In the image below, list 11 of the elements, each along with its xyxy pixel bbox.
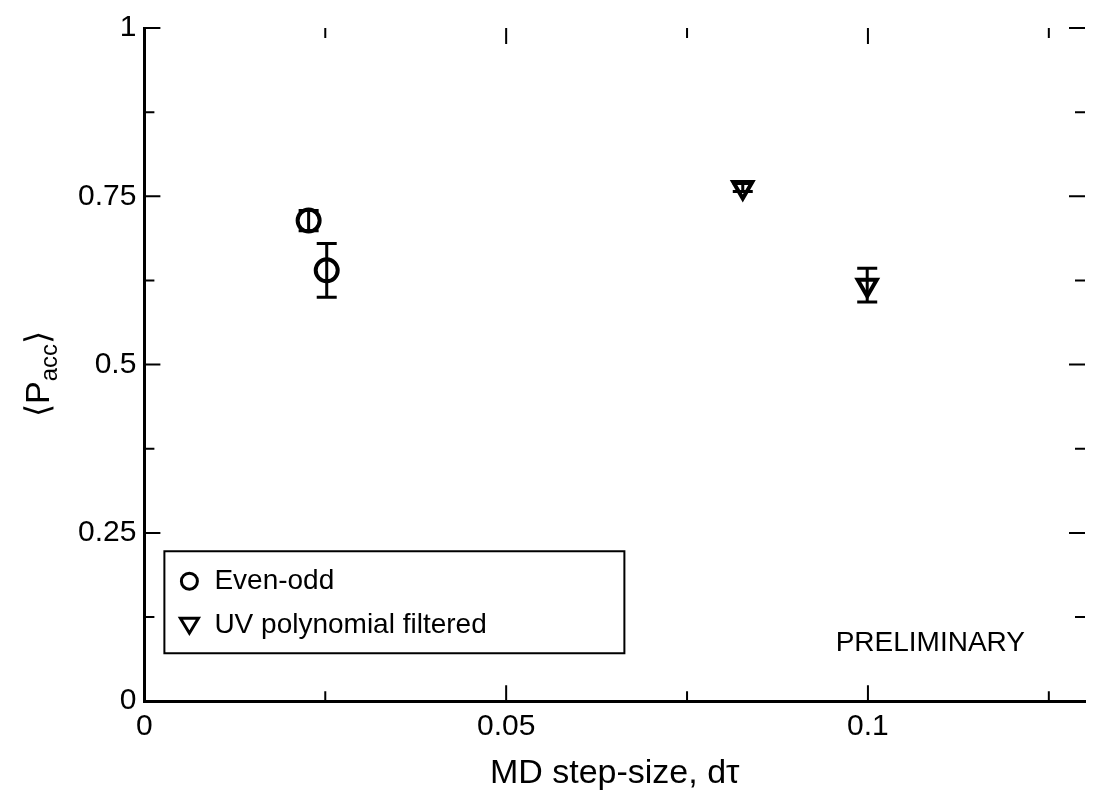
y-tick-label: 1 (119, 9, 137, 43)
y-tick-label: 0 (119, 682, 137, 716)
x-tick-label: 0.05 (476, 708, 536, 742)
y-tick-label: 0.75 (78, 177, 137, 211)
x-tick-label: 0.1 (847, 708, 889, 742)
y-tick-label: 0.5 (94, 345, 137, 379)
legend-label: UV polynomial filtered (214, 607, 487, 639)
x-axis-title: MD step-size, dτ (489, 751, 741, 790)
annotation: PRELIMINARY (835, 625, 1026, 657)
y-tick-label: 0.25 (78, 514, 137, 548)
legend-label: Even-odd (214, 563, 335, 595)
